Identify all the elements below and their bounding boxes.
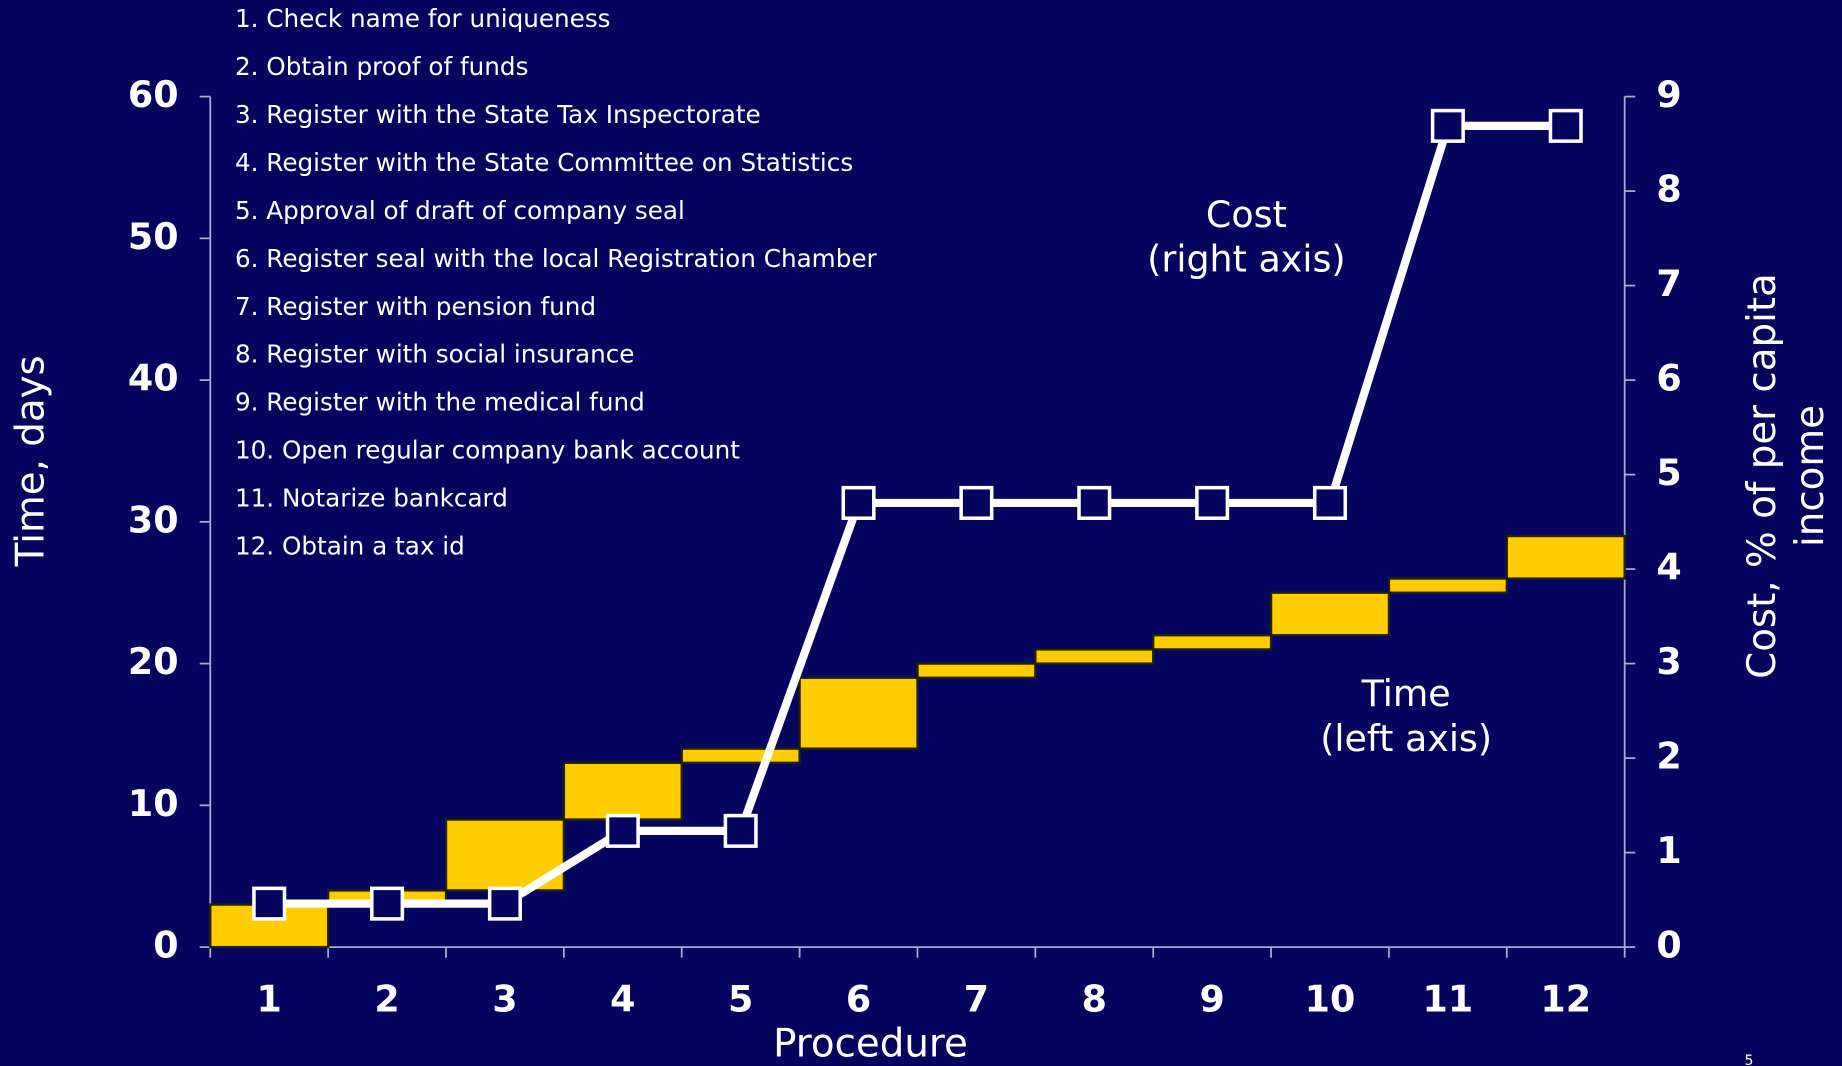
time-bar — [1269, 591, 1391, 637]
time-bar — [1034, 648, 1155, 665]
x-tick-label: 3 — [492, 978, 517, 1021]
y-axis-label: Time, days — [8, 355, 53, 567]
x-tick-label: 12 — [1540, 978, 1591, 1021]
x-axis-label: Procedure — [773, 1021, 968, 1066]
y2-tick-label: 3 — [1656, 640, 1681, 683]
x-tick-label: 5 — [728, 978, 753, 1021]
cost-marker — [1195, 485, 1230, 520]
time-bar — [1152, 634, 1273, 651]
y2-tick-label: 1 — [1656, 829, 1681, 872]
x-tick-label: 8 — [1082, 978, 1107, 1021]
annotation: Cost — [1206, 193, 1287, 236]
y2-tick-label: 6 — [1656, 357, 1681, 400]
cost-marker — [252, 886, 287, 921]
y2-axis-label: Cost, % of per capita — [1740, 273, 1785, 679]
y2-tick-label: 5 — [1656, 451, 1681, 494]
time-bar — [798, 676, 919, 750]
procedure-item: 1. Check name for uniqueness — [235, 4, 611, 33]
annotation: (right axis) — [1147, 238, 1345, 281]
y-tick-label: 40 — [128, 357, 179, 400]
y2-tick-label: 4 — [1656, 546, 1681, 589]
cost-marker — [370, 886, 405, 921]
procedure-item: 11. Notarize bankcard — [235, 484, 508, 513]
x-tick-label: 2 — [374, 978, 399, 1021]
procedure-item: 6. Register seal with the local Registra… — [235, 244, 878, 273]
x-tick-label: 9 — [1199, 978, 1224, 1021]
y-tick-label: 20 — [128, 640, 179, 683]
page-number: 5 — [1744, 1053, 1753, 1066]
cost-line — [269, 121, 1566, 908]
x-tick-label: 7 — [964, 978, 989, 1021]
procedure-item: 10. Open regular company bank account — [235, 436, 740, 465]
time-bar — [916, 662, 1037, 679]
x-tick-label: 4 — [610, 978, 635, 1021]
procedure-item: 7. Register with pension fund — [235, 292, 596, 321]
y-tick-label: 0 — [153, 924, 178, 967]
y2-tick-label: 7 — [1656, 262, 1681, 305]
x-tick-label: 10 — [1305, 978, 1356, 1021]
procedure-item: 8. Register with social insurance — [235, 340, 635, 369]
annotation: Time — [1361, 672, 1451, 715]
cost-marker — [841, 485, 876, 520]
y2-tick-label: 2 — [1656, 735, 1681, 778]
procedure-item: 9. Register with the medical fund — [235, 388, 645, 417]
x-tick-label: 6 — [846, 978, 871, 1021]
procedure-item: 2. Obtain proof of funds — [235, 52, 528, 81]
y2-tick-label: 9 — [1656, 73, 1681, 116]
y-tick-label: 10 — [128, 782, 179, 825]
time-bar — [1505, 534, 1626, 580]
cost-marker — [1312, 485, 1348, 520]
cost-marker — [959, 485, 994, 520]
cost-marker — [1077, 485, 1112, 520]
time-bar — [1387, 577, 1508, 594]
x-tick-label: 1 — [257, 978, 282, 1021]
procedure-item: 4. Register with the State Committee on … — [235, 148, 853, 177]
y2-tick-label: 8 — [1656, 168, 1681, 211]
time-bar — [680, 747, 801, 764]
cost-marker — [1430, 108, 1465, 143]
cost-marker — [1548, 108, 1583, 143]
procedure-item: 3. Register with the State Tax Inspector… — [235, 100, 761, 129]
y2-tick-label: 0 — [1656, 924, 1681, 967]
procedure-item: 5. Approval of draft of company seal — [235, 196, 685, 225]
cost-marker — [605, 813, 640, 848]
cost-marker — [487, 886, 522, 921]
y2-axis-label: income — [1788, 405, 1833, 547]
cost-marker — [723, 813, 758, 848]
x-tick-label: 11 — [1423, 978, 1474, 1021]
time-bar — [562, 761, 683, 821]
y-tick-label: 60 — [128, 73, 179, 116]
y-tick-label: 50 — [128, 215, 179, 258]
y-tick-label: 30 — [128, 498, 179, 541]
procedure-item: 12. Obtain a tax id — [235, 531, 465, 560]
annotation: (left axis) — [1320, 717, 1492, 760]
